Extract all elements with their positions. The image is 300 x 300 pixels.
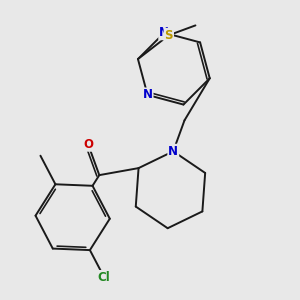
Text: N: N xyxy=(159,26,169,39)
Text: S: S xyxy=(164,29,173,42)
Text: O: O xyxy=(83,138,93,151)
Text: N: N xyxy=(168,145,178,158)
Text: N: N xyxy=(142,88,153,101)
Text: Cl: Cl xyxy=(98,271,111,284)
